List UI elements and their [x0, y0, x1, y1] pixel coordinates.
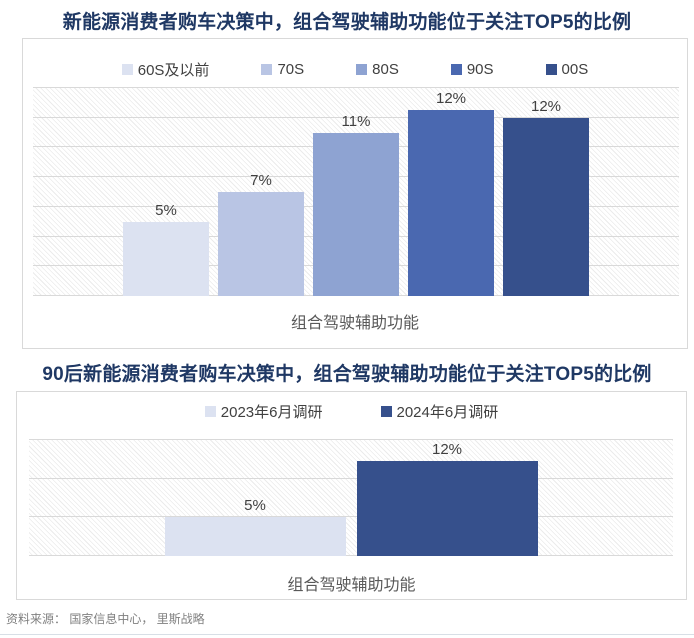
- bar-value-label: 7%: [250, 172, 272, 189]
- bar-value-label: 11%: [341, 112, 371, 130]
- gridline: [29, 555, 673, 556]
- legend-swatch-icon: [545, 64, 557, 75]
- chart2-plot-area: 5% 12%: [29, 439, 673, 556]
- legend-item: 60S及以前: [121, 59, 210, 80]
- legend-item: 2024年6月调研: [380, 401, 499, 422]
- legend-item: 2023年6月调研: [204, 401, 323, 422]
- bar-value-label: 5%: [244, 497, 266, 515]
- chart1-title: 新能源消费者购车决策中，组合驾驶辅助功能位于关注TOP5的比例: [62, 12, 632, 33]
- bar: [123, 221, 209, 296]
- bar-cell: 5%: [123, 88, 209, 296]
- bar-cell: 12%: [503, 88, 589, 296]
- bars-row: 5% 12%: [29, 440, 673, 556]
- gridline: [33, 116, 679, 118]
- bar: [408, 110, 494, 296]
- legend-label: 80S: [372, 61, 399, 78]
- legend-label: 2023年6月调研: [220, 404, 323, 421]
- chart1-plot-area: 5% 7% 11% 12% 12%: [33, 87, 679, 296]
- bar-cell: 5%: [164, 440, 346, 556]
- bar: [356, 460, 538, 556]
- chart2-title: 90后新能源消费者购车决策中，组合驾驶辅助功能位于关注TOP5的比例: [42, 364, 652, 385]
- source-note: 资料来源： 国家信息中心， 里斯战略: [6, 612, 205, 626]
- bottom-divider: [0, 634, 694, 635]
- legend-swatch-icon: [261, 64, 273, 75]
- legend-item: 80S: [356, 61, 399, 78]
- legend-item: 90S: [450, 61, 494, 78]
- bar-cell: 7%: [218, 88, 304, 296]
- bar: [313, 132, 399, 296]
- chart1-panel: 60S及以前 70S 80S 90S 00S 5% 7% 11% 12% 12% 组合驾驶辅助功…: [22, 38, 688, 349]
- legend-label: 00S: [561, 61, 589, 78]
- legend-swatch-icon: [450, 64, 462, 75]
- legend-item: 70S: [261, 61, 304, 78]
- legend-swatch-icon: [204, 406, 216, 417]
- legend-swatch-icon: [380, 406, 392, 417]
- legend-label: 2024年6月调研: [396, 404, 499, 421]
- bar-value-label: 12%: [435, 90, 467, 108]
- bar-cell: 12%: [356, 440, 538, 556]
- chart2-legend: 2023年6月调研 2024年6月调研: [17, 401, 686, 422]
- chart1-x-axis-label: 组合驾驶辅助功能: [290, 315, 419, 332]
- legend-label: 70S: [277, 61, 305, 78]
- chart2-panel: 2023年6月调研 2024年6月调研 5% 12% 组合驾驶辅助功能: [16, 391, 687, 600]
- legend-item: 00S: [545, 61, 589, 78]
- bar-value-label: 12%: [431, 440, 463, 458]
- bar-value-label: 12%: [530, 97, 562, 115]
- chart2-x-axis-label: 组合驾驶辅助功能: [287, 577, 416, 594]
- chart1-legend: 60S及以前 70S 80S 90S 00S: [23, 59, 687, 80]
- bar: [503, 117, 589, 296]
- legend-swatch-icon: [121, 64, 133, 75]
- legend-label: 90S: [466, 61, 494, 78]
- bar: [218, 192, 304, 296]
- legend-swatch-icon: [356, 64, 368, 75]
- bar-value-label: 5%: [155, 201, 177, 219]
- bar-cell: 11%: [313, 88, 399, 296]
- legend-label: 60S及以前: [137, 62, 210, 79]
- bars-row: 5% 7% 11% 12% 12%: [33, 88, 679, 296]
- bar-cell: 12%: [408, 88, 494, 296]
- gridline: [29, 477, 673, 479]
- gridline: [29, 516, 673, 518]
- bar: [164, 517, 346, 556]
